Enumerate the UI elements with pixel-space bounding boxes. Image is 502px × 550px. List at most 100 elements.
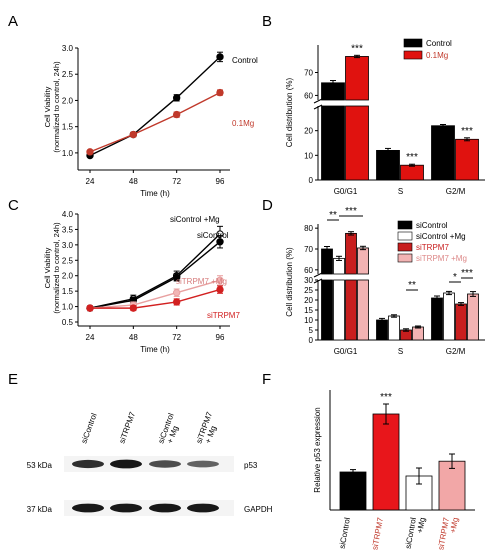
error-bar xyxy=(416,467,422,485)
panel-label-a: A xyxy=(8,13,18,30)
data-point xyxy=(216,238,224,246)
y-tick-label: 15 xyxy=(304,306,313,315)
data-point xyxy=(216,285,224,294)
blot-protein-label: p53 xyxy=(244,461,258,470)
data-point xyxy=(216,53,224,61)
y-axis-label: Cell Viability xyxy=(43,247,52,288)
y-tick-label: 0 xyxy=(309,176,314,185)
error-bar xyxy=(330,80,336,86)
x-tick-label: 24 xyxy=(86,177,95,186)
chart-c: 0.5 1.0 1.5 2.0 2.5 3.0 3.5 4.0 24 48 72 96 Time (h)… xyxy=(43,210,240,354)
error-bar xyxy=(403,328,409,332)
error-bar xyxy=(385,147,391,153)
y-tick-label: 10 xyxy=(304,316,313,325)
bar xyxy=(321,248,333,275)
x-tick-label: 72 xyxy=(172,333,181,342)
blot-kda-label: 37 kDa xyxy=(27,505,53,514)
error-bar xyxy=(446,290,452,296)
bar xyxy=(431,297,443,341)
y-tick-label: 20 xyxy=(304,127,313,136)
bar xyxy=(455,303,467,341)
x-tick-label: 96 xyxy=(216,177,225,186)
blot-band xyxy=(110,503,142,513)
error-bar xyxy=(324,246,330,252)
y-tick-label: 2.5 xyxy=(62,70,74,79)
significance-marker: *** xyxy=(461,268,473,279)
error-bar xyxy=(464,137,470,142)
data-point xyxy=(172,298,181,306)
error-bar xyxy=(434,295,440,301)
blot-band xyxy=(110,459,142,469)
data-point xyxy=(172,273,181,281)
legend-swatch xyxy=(397,242,413,252)
y-tick-label: 3.5 xyxy=(62,225,74,234)
bar-lower-segment xyxy=(345,279,357,341)
western-blot: siControl siTRPM7 siControl+ Mg siTRPM7+ Mg… xyxy=(27,410,273,516)
series-line xyxy=(89,56,221,157)
bar xyxy=(443,292,455,341)
x-tick-label: siControl xyxy=(338,517,352,550)
x-tick-label: 48 xyxy=(129,333,138,342)
y-tick-label: 60 xyxy=(304,266,313,275)
y-tick-label: 25 xyxy=(304,286,313,295)
data-point xyxy=(86,148,94,156)
significance-marker: * xyxy=(453,272,457,283)
data-point xyxy=(172,94,181,102)
error-bar xyxy=(458,302,464,306)
y-axis-label: Cell distribution (%) xyxy=(285,77,294,147)
x-axis-label: Time (h) xyxy=(140,345,170,354)
lane-label: siTRPM7 xyxy=(117,410,137,445)
bar xyxy=(438,460,466,511)
x-axis-label: Time (h) xyxy=(140,189,170,198)
series-label: siTRPM7 +Mg xyxy=(176,277,227,286)
significance-marker: ** xyxy=(408,280,416,291)
error-bar xyxy=(449,453,455,469)
error-bar xyxy=(348,231,354,236)
legend-label: Control xyxy=(426,39,452,48)
x-tick-label: 24 xyxy=(86,333,95,342)
legend-swatch xyxy=(403,38,423,48)
bar xyxy=(357,247,369,275)
significance-marker: *** xyxy=(461,126,473,137)
y-tick-label: 70 xyxy=(304,69,313,78)
x-tick-label: 48 xyxy=(129,177,138,186)
bar xyxy=(400,164,424,181)
y-tick-label: 10 xyxy=(304,151,313,160)
bar-lower-segment xyxy=(333,279,345,341)
significance-marker: *** xyxy=(380,392,392,403)
y-tick-label: 4.0 xyxy=(62,210,74,219)
legend-swatch xyxy=(403,50,423,60)
y-tick-label: 1.0 xyxy=(62,149,74,158)
series-line xyxy=(89,233,221,309)
x-tick-label: G0/G1 xyxy=(334,347,358,356)
blot-band xyxy=(72,503,104,513)
bar-lower-segment xyxy=(357,279,369,341)
error-bar xyxy=(360,245,366,251)
y-tick-label: 1.5 xyxy=(62,287,74,296)
y-tick-label: 1.0 xyxy=(62,303,74,312)
panel-label-e: E xyxy=(8,371,18,388)
blot-band xyxy=(149,503,181,513)
x-tick-label: +Mg xyxy=(415,517,427,534)
series-label: Control xyxy=(232,56,258,65)
panel-label-d: D xyxy=(262,197,273,214)
bar-lower-segment xyxy=(321,105,345,181)
bar xyxy=(412,326,424,341)
error-bar xyxy=(391,314,397,318)
y-tick-label: 80 xyxy=(304,224,313,233)
x-tick-label: +Mg xyxy=(448,517,460,534)
bar xyxy=(467,293,479,341)
series-line xyxy=(90,288,221,309)
bar-lower-segment xyxy=(345,105,369,181)
error-bar xyxy=(383,403,389,425)
x-tick-label: G2/M xyxy=(446,347,466,356)
y-tick-label: 2.0 xyxy=(62,96,74,105)
error-bar xyxy=(409,163,415,167)
y-tick-label: 2.0 xyxy=(62,272,74,281)
series-label: siControl xyxy=(197,231,229,240)
bar xyxy=(339,471,367,511)
blot-band xyxy=(72,459,104,469)
